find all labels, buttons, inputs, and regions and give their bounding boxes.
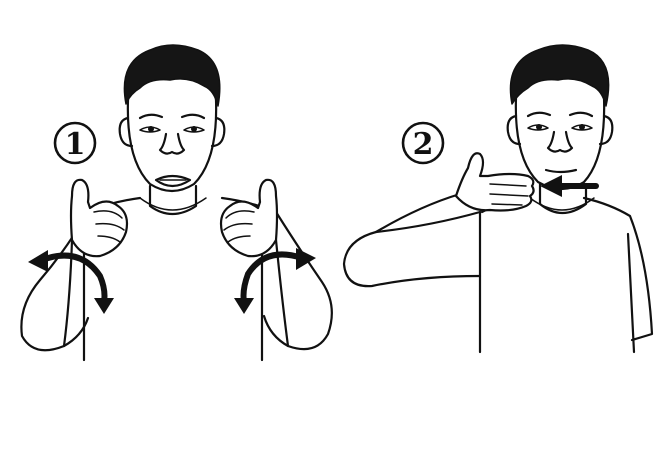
figure-1-hair — [123, 44, 221, 107]
figure-1-left-brow — [138, 113, 164, 120]
figure-1-left-ear — [118, 116, 134, 148]
figure-1-right-brow — [180, 113, 206, 120]
figure-2-left-eye — [527, 124, 549, 131]
figure-2-left-pupil — [536, 124, 542, 130]
figure-1-left-rotation-arrow — [39, 252, 108, 305]
figure-1-right-arrow-head-end — [234, 298, 254, 314]
step-1-circle — [53, 121, 97, 165]
figure-1-collar — [139, 197, 207, 211]
figure-1-nose — [158, 132, 186, 155]
figure-2-right-brow — [568, 111, 594, 118]
figure-1-right-hand — [219, 178, 279, 258]
figure-1-face — [126, 74, 218, 193]
figure-step-1 — [20, 44, 333, 362]
figure-1-left-eye — [139, 126, 161, 133]
figure-2-left-brow — [526, 111, 552, 118]
figure-2-hair — [509, 44, 610, 107]
figure-1-right-eye — [183, 126, 205, 133]
step-2-number: 2 — [413, 127, 434, 162]
figure-2-collar — [529, 197, 595, 211]
step-1-number: 1 — [65, 127, 86, 162]
step-1-marker: 1 — [53, 121, 97, 165]
figure-step-2 — [342, 44, 654, 354]
figure-1-left-forearm — [62, 238, 86, 362]
figure-2-right-eye — [571, 124, 593, 131]
figure-1-left-arrow-head-end — [94, 298, 114, 314]
figure-1-right-pupil — [191, 126, 197, 132]
figure-2-fingers — [489, 183, 529, 206]
figure-1-left-pupil — [148, 126, 154, 132]
figure-1-left-hand — [69, 178, 129, 258]
figure-2-upper-arm — [374, 192, 462, 234]
figure-2-right-ear — [598, 114, 614, 146]
figure-1-mouth — [154, 174, 192, 188]
figure-2-nose — [546, 130, 574, 153]
figure-2-shirt-right — [582, 196, 654, 342]
figure-2-body-line — [478, 210, 636, 354]
figure-1-right-fingers — [223, 210, 255, 243]
step-2-circle — [401, 121, 445, 165]
figure-1-left-arrow-head-start — [28, 250, 48, 272]
step-2-marker: 2 — [401, 121, 445, 165]
figure-2-mouth — [544, 168, 578, 174]
figure-2-arrow-head — [540, 175, 562, 197]
figure-1-left-fingers — [93, 210, 125, 243]
figure-2-left-ear — [506, 114, 522, 146]
figure-1-neck — [148, 184, 198, 216]
figure-1-right-ear — [210, 116, 226, 148]
figure-2-arm — [342, 210, 482, 288]
figure-2-hand — [454, 152, 535, 212]
figure-1-right-rotation-arrow — [240, 251, 305, 305]
figure-1-right-arrow-head-start — [296, 248, 316, 270]
figure-2-right-pupil — [579, 124, 585, 130]
